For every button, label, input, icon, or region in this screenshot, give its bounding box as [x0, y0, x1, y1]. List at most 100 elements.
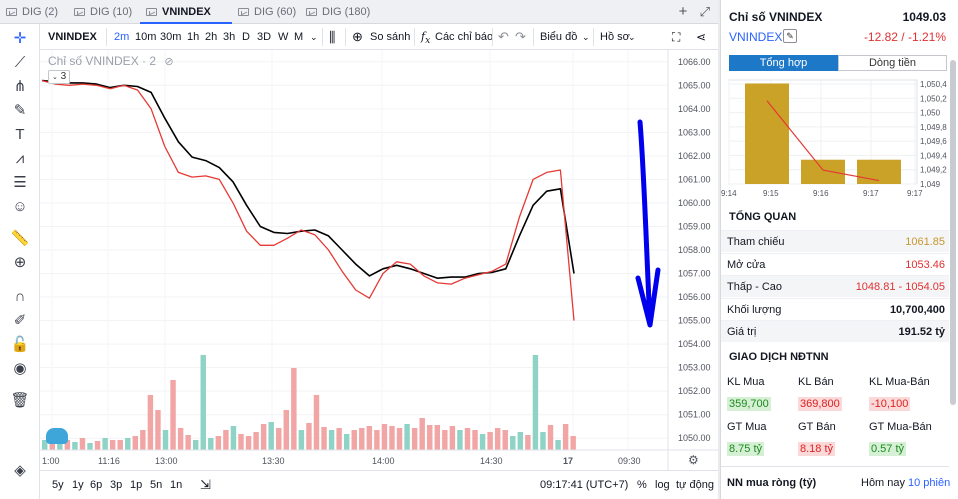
layers-icon[interactable]: ◈ [14, 462, 26, 479]
redo-icon[interactable]: ↷ [515, 29, 526, 44]
interval-1h[interactable]: 1h [187, 31, 200, 43]
range-1y[interactable]: 1y [72, 479, 84, 491]
range-1p[interactable]: 1p [130, 479, 143, 491]
function-icon[interactable]: fx [421, 30, 431, 47]
symbol-search[interactable]: VNINDEX [48, 31, 97, 43]
prediction-icon[interactable]: ☰ [13, 174, 27, 191]
interval-2m[interactable]: 2m [114, 31, 130, 43]
mini-y-tick: 1,050 [920, 109, 941, 118]
tab-money-flow[interactable]: Dòng tiền [838, 55, 947, 71]
text-icon[interactable]: T [15, 126, 25, 143]
undo-icon[interactable]: ↶ [498, 29, 509, 44]
value-header: GT Mua [727, 421, 767, 433]
chevron-down-icon[interactable]: ⌄ [582, 32, 590, 42]
legend-collapse-button[interactable]: ⌄ 3 [48, 70, 70, 84]
mini-y-tick: 1,049,6 [920, 137, 947, 146]
volume-bar [381, 424, 388, 450]
fullscreen-icon[interactable]: ⛶ [672, 30, 681, 44]
eye-icon[interactable]: ◉ [13, 360, 27, 377]
indicators-button[interactable]: Các chỉ báo [435, 31, 494, 43]
emoji-icon[interactable]: ☺ [12, 198, 28, 215]
panel-symbol[interactable]: VNINDEX [729, 30, 783, 44]
expand-icon[interactable]: ⤢ [699, 4, 710, 19]
interval-m[interactable]: M [294, 31, 304, 43]
date-range-icon[interactable]: ⇲ [200, 477, 211, 492]
tab-dig-180[interactable]: DIG (180) [300, 0, 370, 24]
volume-bar [562, 424, 569, 450]
crosshair-icon[interactable]: ✛ [13, 30, 27, 47]
mini-bar [801, 159, 845, 184]
volume-bar [185, 435, 191, 450]
interval-w[interactable]: W [278, 31, 289, 43]
pitchfork-icon[interactable]: ⋔ [13, 78, 27, 95]
chart-canvas[interactable]: 1066.00 1065.00 1064.00 1063.00 1062.00 1061.… [40, 50, 718, 470]
profile-button[interactable]: Hồ sơ [600, 31, 630, 43]
volume-bar [87, 443, 93, 450]
edit-icon[interactable]: ✎ [783, 29, 797, 43]
price-chart[interactable]: 1066.00 1065.00 1064.00 1063.00 1062.00 1061.… [40, 50, 718, 470]
tab-dig-10[interactable]: DIG (10) [68, 0, 132, 24]
x-tick-label: 13:30 [262, 456, 285, 466]
x-tick-label: 09:30 [618, 456, 641, 466]
mini-x-tick: 9:14 [721, 189, 737, 198]
tab-dig-2[interactable]: DIG (2) [0, 0, 58, 24]
add-tab-icon[interactable]: + [678, 3, 688, 20]
share-icon[interactable]: ⋖ [696, 30, 707, 44]
annotation-arrow [635, 119, 661, 328]
overview-row: Mở cửa 1053.46 [721, 252, 949, 275]
interval-2h[interactable]: 2h [205, 31, 218, 43]
tab-summary[interactable]: Tổng hợp [729, 55, 838, 71]
volume-bar [253, 432, 259, 450]
lock-drawing-icon[interactable]: ✐ [13, 312, 27, 329]
brush-icon[interactable]: ✎ [13, 102, 27, 119]
ten-sessions-tab[interactable]: 10 phiên [908, 477, 951, 489]
logo-icon [46, 428, 68, 444]
lock-icon[interactable]: 🔓 [10, 336, 30, 353]
volume-bar [306, 423, 312, 450]
chevron-down-icon[interactable]: ⌄ [628, 32, 636, 42]
range-5n[interactable]: 5n [150, 479, 163, 491]
panel-scrollbar[interactable] [950, 60, 956, 405]
compare-icon[interactable]: ⊕ [352, 29, 363, 44]
volume-bar [94, 441, 101, 450]
volume-bar [343, 434, 350, 450]
volume-bar [510, 436, 516, 450]
range-3p[interactable]: 3p [110, 479, 123, 491]
ruler-icon[interactable]: 📏 [10, 230, 30, 247]
percent-toggle[interactable]: % [637, 479, 647, 491]
auto-toggle[interactable]: tự động [676, 479, 714, 491]
magnet-icon[interactable]: ∩ [14, 288, 26, 305]
tab-vnindex-2[interactable]: VNINDEX (2)✕ [140, 0, 232, 42]
volume-bar [283, 410, 290, 450]
interval-10m[interactable]: 10m [135, 31, 157, 43]
volume-bar [102, 438, 108, 450]
log-toggle[interactable]: log [655, 479, 670, 491]
foreign-sell-value: 8.18 tỷ [798, 442, 836, 456]
pattern-icon[interactable]: ⩘ [15, 150, 25, 167]
volume-bar [374, 430, 380, 450]
interval-30m[interactable]: 30m [160, 31, 182, 43]
chart-type-button[interactable]: Biểu đồ [540, 31, 578, 43]
range-6p[interactable]: 6p [90, 479, 103, 491]
today-tab[interactable]: Hôm nay [861, 477, 906, 489]
zoom-in-icon[interactable]: ⊕ [13, 254, 27, 271]
tab-dig-60[interactable]: DIG (60) [232, 0, 296, 24]
range-5y[interactable]: 5y [52, 479, 64, 491]
interval-3d[interactable]: 3D [257, 31, 272, 43]
x-tick-label: 1:00 [42, 456, 60, 466]
chevron-down-icon[interactable]: ⌄ [310, 32, 318, 42]
eye-off-icon[interactable]: ⊘ [164, 56, 174, 68]
overview-label: Mở cửa [727, 258, 766, 271]
foreign-sell-volume: 369,800 [798, 397, 842, 411]
trash-icon[interactable]: 🗑 [10, 392, 30, 409]
compare-button[interactable]: So sánh [370, 31, 411, 43]
interval-3h[interactable]: 3h [223, 31, 236, 43]
range-1n[interactable]: 1n [170, 479, 183, 491]
volume-bar [540, 432, 546, 450]
volume-bar [434, 425, 440, 450]
foreign-buy-value: 8.75 tỷ [727, 442, 765, 456]
trend-line-icon[interactable]: ⟋ [14, 54, 26, 71]
panel-change: -12.82 / -1.21% [863, 30, 946, 44]
candles-icon[interactable]: ⫼ [329, 29, 336, 45]
interval-d[interactable]: D [242, 31, 250, 43]
